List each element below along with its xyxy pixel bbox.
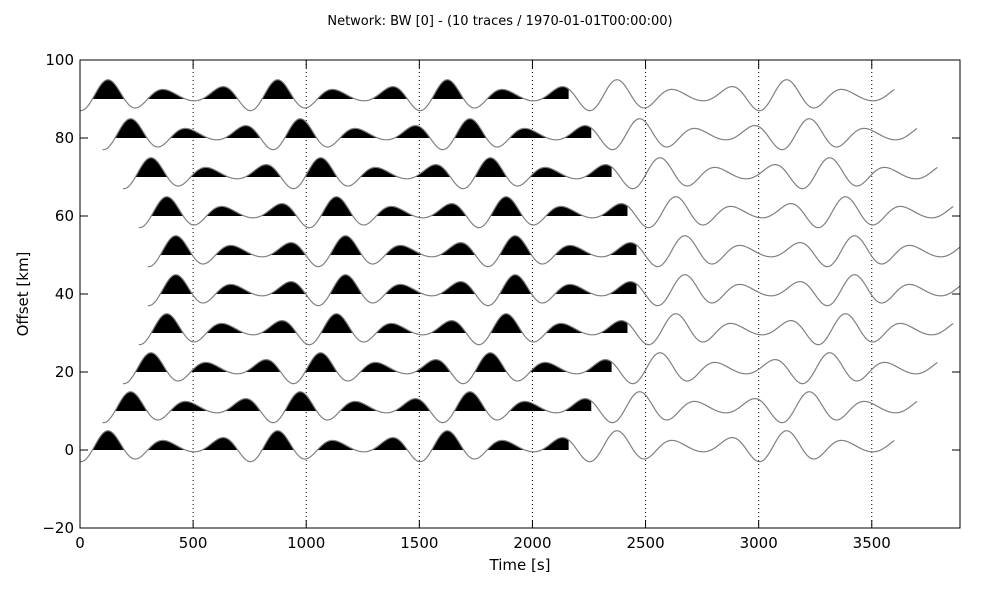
trace-fill-7: [122, 157, 612, 177]
trace-line-9: [80, 79, 895, 112]
x-tick-label-4: 2000: [513, 534, 551, 552]
x-tick-label-7: 3500: [853, 534, 891, 552]
trace-fill-3: [138, 313, 628, 333]
y-axis-tick-labels: −20 0 20 40 60 80 100: [42, 51, 74, 537]
x-tick-label-2: 1000: [287, 534, 325, 552]
y-tick-label-6: 100: [45, 51, 74, 69]
trace-fill-1: [102, 391, 592, 411]
y-tick-label-2: 20: [55, 363, 74, 381]
trace-fill-6: [138, 196, 628, 216]
trace-line-3: [138, 313, 954, 346]
trace-line-2: [122, 352, 938, 385]
trace-fill-4: [147, 274, 637, 294]
trace-fill-9: [80, 79, 569, 99]
y-tick-label-3: 40: [55, 285, 74, 303]
y-tick-label-4: 60: [55, 207, 74, 225]
trace-line-8: [102, 118, 918, 151]
trace-fill-0: [80, 430, 569, 450]
x-tick-label-6: 3000: [740, 534, 778, 552]
trace-line-1: [102, 391, 918, 424]
y-axis-label: Offset [km]: [14, 252, 32, 337]
x-tick-label-5: 2500: [626, 534, 664, 552]
trace-line-0: [80, 430, 895, 463]
y-tick-label-1: 0: [64, 441, 74, 459]
trace-line-5: [147, 235, 960, 268]
trace-line-7: [122, 157, 938, 190]
x-tick-label-3: 1500: [400, 534, 438, 552]
trace-fill-2: [122, 352, 612, 372]
trace-fill-8: [102, 118, 592, 138]
axis-ticks: [79, 59, 960, 529]
trace-line-4: [147, 274, 960, 307]
trace-fill-5: [147, 235, 637, 255]
y-tick-label-5: 80: [55, 129, 74, 147]
trace-line-6: [138, 196, 954, 229]
traces: [80, 79, 960, 463]
x-tick-label-0: 0: [75, 534, 85, 552]
x-axis-tick-labels: 0 500 1000 1500 2000 2500 3000 3500: [75, 534, 891, 552]
x-axis-label: Time [s]: [489, 556, 551, 574]
y-tick-label-0: −20: [42, 519, 74, 537]
chart-title: Network: BW [0] - (10 traces / 1970-01-0…: [327, 14, 672, 29]
x-tick-label-1: 500: [179, 534, 208, 552]
